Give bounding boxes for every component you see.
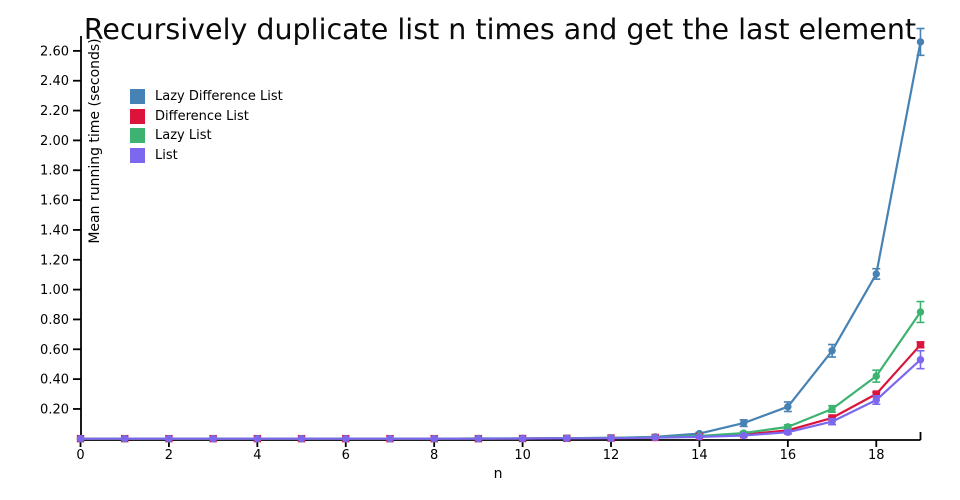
- data-point-marker: [518, 434, 527, 443]
- data-point-marker: [872, 372, 880, 380]
- y-tick-label: 2.60: [40, 44, 69, 59]
- y-tick-label: 1.00: [40, 283, 69, 298]
- x-tick-label: 14: [691, 448, 708, 463]
- data-point-marker: [784, 403, 792, 411]
- y-tick-label: 1.20: [40, 253, 69, 268]
- x-tick-label: 0: [76, 448, 84, 463]
- legend-item-list: List: [130, 147, 283, 164]
- x-tick-label: 10: [514, 448, 531, 463]
- data-point-marker: [253, 434, 262, 443]
- data-point-marker: [342, 434, 350, 443]
- data-point-marker: [872, 390, 880, 398]
- y-tick-label: 1.40: [40, 223, 69, 238]
- x-axis-label: n: [493, 466, 503, 482]
- legend-label: Lazy List: [155, 128, 212, 144]
- x-tick-label: 18: [868, 448, 885, 463]
- y-tick-label: 2.40: [40, 74, 69, 89]
- data-point-marker: [563, 434, 571, 443]
- data-point-marker: [916, 308, 925, 316]
- data-point-marker: [828, 347, 836, 355]
- x-tick-label: 4: [253, 448, 261, 463]
- data-point-marker: [916, 356, 925, 364]
- data-point-marker: [209, 434, 217, 443]
- x-tick-label: 6: [342, 448, 350, 463]
- data-point-marker: [828, 405, 836, 413]
- legend-item-lazy-list: Lazy List: [130, 128, 283, 144]
- y-tick-label: 1.60: [40, 194, 69, 209]
- data-point-marker: [651, 433, 659, 442]
- legend-swatch-icon: [130, 108, 145, 124]
- data-point-marker: [828, 417, 836, 426]
- legend-swatch-icon: [130, 147, 145, 163]
- data-point-marker: [739, 431, 748, 440]
- legend-item-difference-list: Difference List: [130, 108, 283, 125]
- y-tick-label: 0.80: [40, 313, 69, 328]
- y-tick-label: 2.00: [40, 134, 69, 149]
- x-tick-label: 2: [165, 448, 173, 463]
- data-point-marker: [386, 434, 394, 443]
- data-point-marker: [121, 434, 129, 443]
- x-tick-label: 16: [780, 448, 797, 463]
- y-tick-label: 2.20: [40, 104, 69, 119]
- data-point-marker: [739, 419, 748, 427]
- series-line-lazy-list: [80, 311, 922, 440]
- x-tick-label: 8: [430, 448, 438, 463]
- data-point-marker: [695, 433, 704, 441]
- data-point-marker: [872, 396, 880, 404]
- legend-swatch-icon: [130, 89, 145, 105]
- data-point-marker: [784, 428, 792, 436]
- legend-swatch-icon: [130, 128, 145, 144]
- y-axis-label: Mean running time (seconds): [87, 38, 103, 244]
- chart-title: Recursively duplicate list n times and g…: [83, 13, 917, 46]
- data-point-marker: [165, 434, 173, 443]
- x-tick-label: 12: [603, 448, 620, 463]
- y-tick-label: 1.80: [40, 164, 69, 179]
- y-tick-label: 0.20: [40, 402, 69, 417]
- legend-item-lazy-difference-list: Lazy Difference List: [130, 89, 283, 105]
- data-point-marker: [784, 423, 792, 431]
- legend-label: Difference List: [155, 108, 249, 124]
- data-point-marker: [474, 434, 483, 443]
- data-point-marker: [916, 38, 925, 46]
- y-tick-label: 0.40: [40, 373, 69, 388]
- data-point-marker: [430, 434, 438, 443]
- data-point-marker: [916, 341, 925, 349]
- data-point-marker: [872, 270, 880, 278]
- series-line-list: [80, 358, 922, 440]
- data-point-marker: [297, 434, 306, 443]
- legend: Lazy Difference List Difference List Lazy …: [130, 89, 283, 163]
- data-point-marker: [607, 434, 615, 442]
- y-tick-label: 0.60: [40, 343, 69, 358]
- data-point-marker: [76, 434, 85, 443]
- legend-label: Lazy Difference List: [155, 89, 283, 105]
- legend-label: List: [155, 147, 178, 163]
